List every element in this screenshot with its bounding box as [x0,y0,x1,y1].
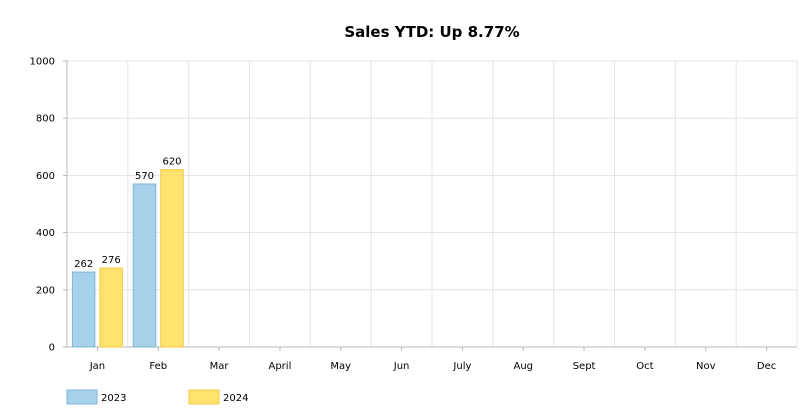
y-tick-label: 0 [49,343,55,354]
x-tick-label: April [268,361,291,372]
data-label-2023-Feb: 570 [135,171,154,182]
bar-2024-Jan[interactable] [99,267,123,348]
bars [71,169,184,348]
x-axis-ticks: Jan Feb Mar April May Jun July Aug Sept Oct Nov Dec [89,347,776,372]
x-tick-label: Dec [757,361,776,372]
legend-swatch-2024[interactable] [188,389,220,405]
x-tick-label: Oct [636,361,653,372]
data-labels: 262 570 276 620 [74,157,181,270]
data-label-2023-Jan: 262 [74,259,93,270]
legend-swatch-2023[interactable] [66,389,98,405]
y-tick-label: 600 [36,171,55,182]
x-tick-label: Aug [513,361,533,372]
legend-label-2024[interactable]: 2024 [223,393,248,404]
y-tick-label: 400 [36,228,55,239]
x-tick-label: May [330,361,351,372]
y-tick-label: 1000 [30,57,55,68]
y-axis-ticks: 0 200 400 600 800 1000 [30,57,67,354]
bar-2024-Feb[interactable] [160,169,184,348]
legend-label-2023[interactable]: 2023 [101,393,126,404]
data-label-2024-Feb: 620 [162,157,181,168]
x-tick-label: July [452,361,471,372]
x-tick-label: Sept [573,361,596,372]
x-tick-label: Jan [89,361,105,372]
bar-2023-Feb[interactable] [132,183,157,348]
x-tick-label: Feb [149,361,167,372]
y-tick-label: 800 [36,114,55,125]
x-tick-label: Mar [210,361,230,372]
bar-2023-Jan[interactable] [71,271,96,348]
x-tick-label: Nov [696,361,716,372]
x-tick-label: Jun [393,361,410,372]
data-label-2024-Jan: 276 [102,255,121,266]
axes [66,61,797,348]
y-tick-label: 200 [36,285,55,296]
chart-title: Sales YTD: Up 8.77% [344,23,519,41]
legend: 2023 2024 [66,389,248,405]
